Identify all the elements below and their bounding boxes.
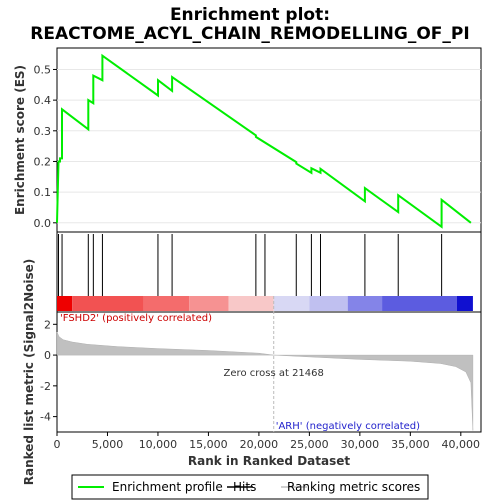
es-panel-frame bbox=[56, 47, 482, 233]
negative-correlation-label: 'ARH' (negatively correlated) bbox=[276, 421, 420, 432]
x-tick-label: 10,000 bbox=[139, 438, 178, 451]
x-tick-label: 35,000 bbox=[391, 438, 430, 451]
rank-metric-y-tick-label: 2 bbox=[44, 318, 51, 331]
x-tick-label: 30,000 bbox=[341, 438, 380, 451]
x-tick-label: 40,000 bbox=[442, 438, 481, 451]
color-bar-segment bbox=[228, 296, 274, 311]
positive-correlation-label: 'FSHD2' (positively correlated) bbox=[60, 313, 212, 324]
x-tick-label: 25,000 bbox=[290, 438, 329, 451]
color-bar-segment bbox=[57, 296, 73, 311]
color-bar-segment bbox=[347, 296, 383, 311]
color-bar-segment bbox=[382, 296, 457, 311]
color-bar-segment bbox=[456, 296, 473, 311]
rank-metric-frame bbox=[56, 311, 482, 433]
ranking-metric-area bbox=[56, 331, 474, 431]
x-tick-label: 0 bbox=[54, 438, 61, 451]
x-tick-label: 20,000 bbox=[240, 438, 279, 451]
legend-label: Hits bbox=[233, 480, 256, 494]
es-y-tick-label: 0.5 bbox=[34, 63, 52, 76]
es-y-tick-label: 0.4 bbox=[34, 94, 52, 107]
x-axis-label: Rank in Ranked Dataset bbox=[188, 454, 350, 468]
enrichment-profile-line bbox=[56, 53, 472, 229]
rank-metric-y-tick-label: -4 bbox=[40, 411, 51, 424]
es-y-axis-label: Enrichment score (ES) bbox=[13, 65, 27, 215]
zero-cross-label: Zero cross at 21468 bbox=[224, 368, 324, 379]
color-bar-segment bbox=[72, 296, 144, 311]
es-y-tick-label: 0.2 bbox=[34, 155, 52, 168]
rank-metric-y-tick-label: -2 bbox=[40, 380, 51, 393]
x-tick-label: 15,000 bbox=[189, 438, 228, 451]
rank-metric-y-tick-label: 0 bbox=[44, 349, 51, 362]
title-line-1: Enrichment plot: bbox=[170, 5, 330, 25]
color-bar-segment bbox=[273, 296, 310, 311]
es-y-tick-label: 0.3 bbox=[34, 125, 52, 138]
color-bar-segment bbox=[309, 296, 348, 311]
legend-label: Enrichment profile bbox=[112, 480, 223, 494]
rank-metric-y-axis-label: Ranked list metric (Signal2Noise) bbox=[22, 259, 36, 486]
legend-label: Ranking metric scores bbox=[287, 480, 420, 494]
color-bar-segment bbox=[143, 296, 190, 311]
title-line-2: REACTOME_ACYL_CHAIN_REMODELLING_OF_PI bbox=[30, 24, 469, 44]
x-tick-label: 5,000 bbox=[92, 438, 124, 451]
color-bar-segment bbox=[189, 296, 229, 311]
es-y-tick-label: 0.1 bbox=[34, 186, 52, 199]
es-y-tick-label: 0.0 bbox=[34, 217, 52, 230]
